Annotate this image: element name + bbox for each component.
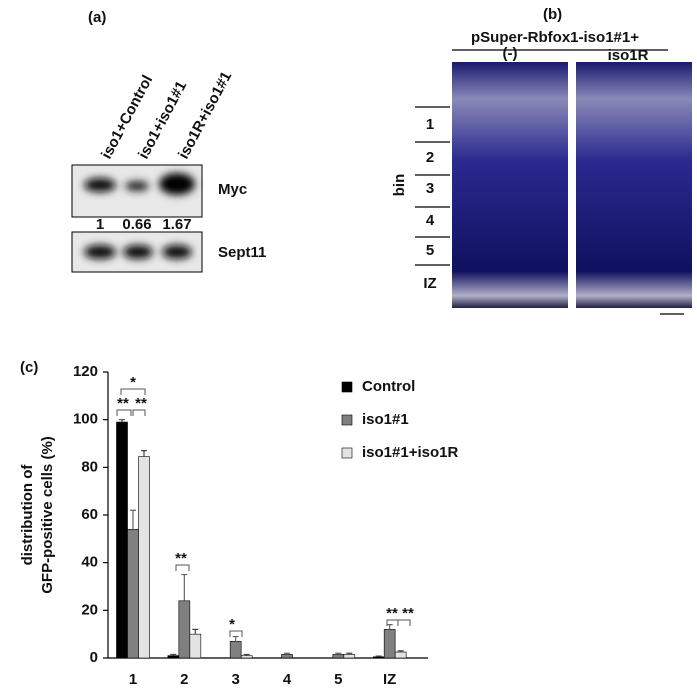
construct-label: pSuper-Rbfox1-iso1#1+ [471, 29, 639, 46]
y-axis-label: distribution of [19, 464, 36, 566]
y-tick-label: 60 [81, 506, 98, 523]
bar [189, 633, 202, 659]
error-bar [284, 652, 290, 655]
y-tick-label: 40 [81, 554, 98, 571]
bin-label: IZ [423, 275, 436, 292]
micrograph [576, 62, 692, 308]
error-bar [232, 635, 239, 642]
significance: ** [402, 605, 414, 622]
y-axis-label: GFP-positive cells (%) [39, 436, 56, 594]
bin-label: 2 [426, 149, 434, 166]
significance-bracket [397, 619, 411, 626]
bin-title: bin [391, 174, 408, 197]
bin-label: 1 [426, 116, 434, 133]
significance: ** [386, 605, 398, 622]
panel-label: (a) [88, 9, 106, 26]
y-tick-label: 80 [81, 458, 98, 475]
x-tick-label: 3 [231, 671, 239, 688]
significance: * [130, 374, 136, 391]
significance-bracket [175, 564, 190, 571]
condition-label: iso1R [608, 47, 649, 64]
error-bar [243, 653, 250, 656]
error-bar [119, 419, 125, 423]
x-tick-label: 2 [180, 671, 188, 688]
significance: ** [117, 395, 129, 412]
bar [116, 421, 128, 659]
quantification: 1 [96, 216, 104, 233]
bar [178, 600, 191, 659]
error-bar [397, 650, 404, 653]
bands [84, 173, 195, 259]
bin-label: 4 [426, 212, 435, 229]
bar [332, 654, 345, 659]
significance-bracket [116, 409, 132, 416]
quantification: 1.67 [162, 216, 191, 233]
legend-label: Control [362, 378, 415, 395]
x-tick-label: 1 [129, 671, 137, 688]
y-tick-label: 20 [81, 601, 98, 618]
error-bar [375, 655, 382, 657]
lane-label: iso1R+iso1#1 [175, 69, 235, 162]
error-bar [386, 624, 393, 630]
bar [343, 654, 356, 659]
y-tick-label: 0 [90, 649, 98, 666]
legend-swatch [341, 414, 353, 426]
error-bar [192, 628, 199, 635]
legend-swatch [341, 381, 353, 393]
x-tick-label: 4 [283, 671, 292, 688]
error-bar [346, 652, 353, 655]
error-bar [335, 652, 342, 655]
bin-label: 3 [426, 180, 434, 197]
significance-bracket [120, 388, 146, 395]
y-tick-label: 120 [73, 363, 98, 380]
bin-label: 5 [426, 242, 434, 259]
significance-bracket [132, 409, 146, 416]
legend-label: iso1#1 [362, 411, 409, 428]
bar [383, 629, 396, 659]
bar [372, 656, 385, 659]
significance: ** [135, 395, 147, 412]
legend-swatch [341, 447, 353, 459]
bar [281, 654, 293, 659]
bar [127, 528, 139, 659]
legend-label: iso1#1+iso1R [362, 444, 458, 461]
bar [394, 651, 407, 659]
quantification: 0.66 [122, 216, 151, 233]
error-bar [181, 573, 188, 601]
bar [240, 655, 253, 659]
bar [138, 456, 150, 659]
bar [229, 641, 242, 659]
bar [167, 655, 180, 659]
error-bar [170, 653, 177, 656]
blot-label: Myc [218, 181, 247, 198]
significance: * [229, 616, 235, 633]
blot-label: Sept11 [218, 244, 266, 261]
x-tick-label: IZ [383, 671, 396, 688]
significance: ** [175, 550, 187, 567]
panel-label: (c) [20, 359, 38, 376]
y-tick-label: 100 [73, 411, 98, 428]
panel-label: (b) [543, 6, 562, 23]
condition-label: (-) [503, 45, 518, 62]
error-bar [130, 509, 136, 530]
micrograph [452, 62, 568, 308]
x-tick-label: 5 [334, 671, 342, 688]
error-bar [141, 450, 147, 457]
significance-bracket [229, 630, 243, 637]
